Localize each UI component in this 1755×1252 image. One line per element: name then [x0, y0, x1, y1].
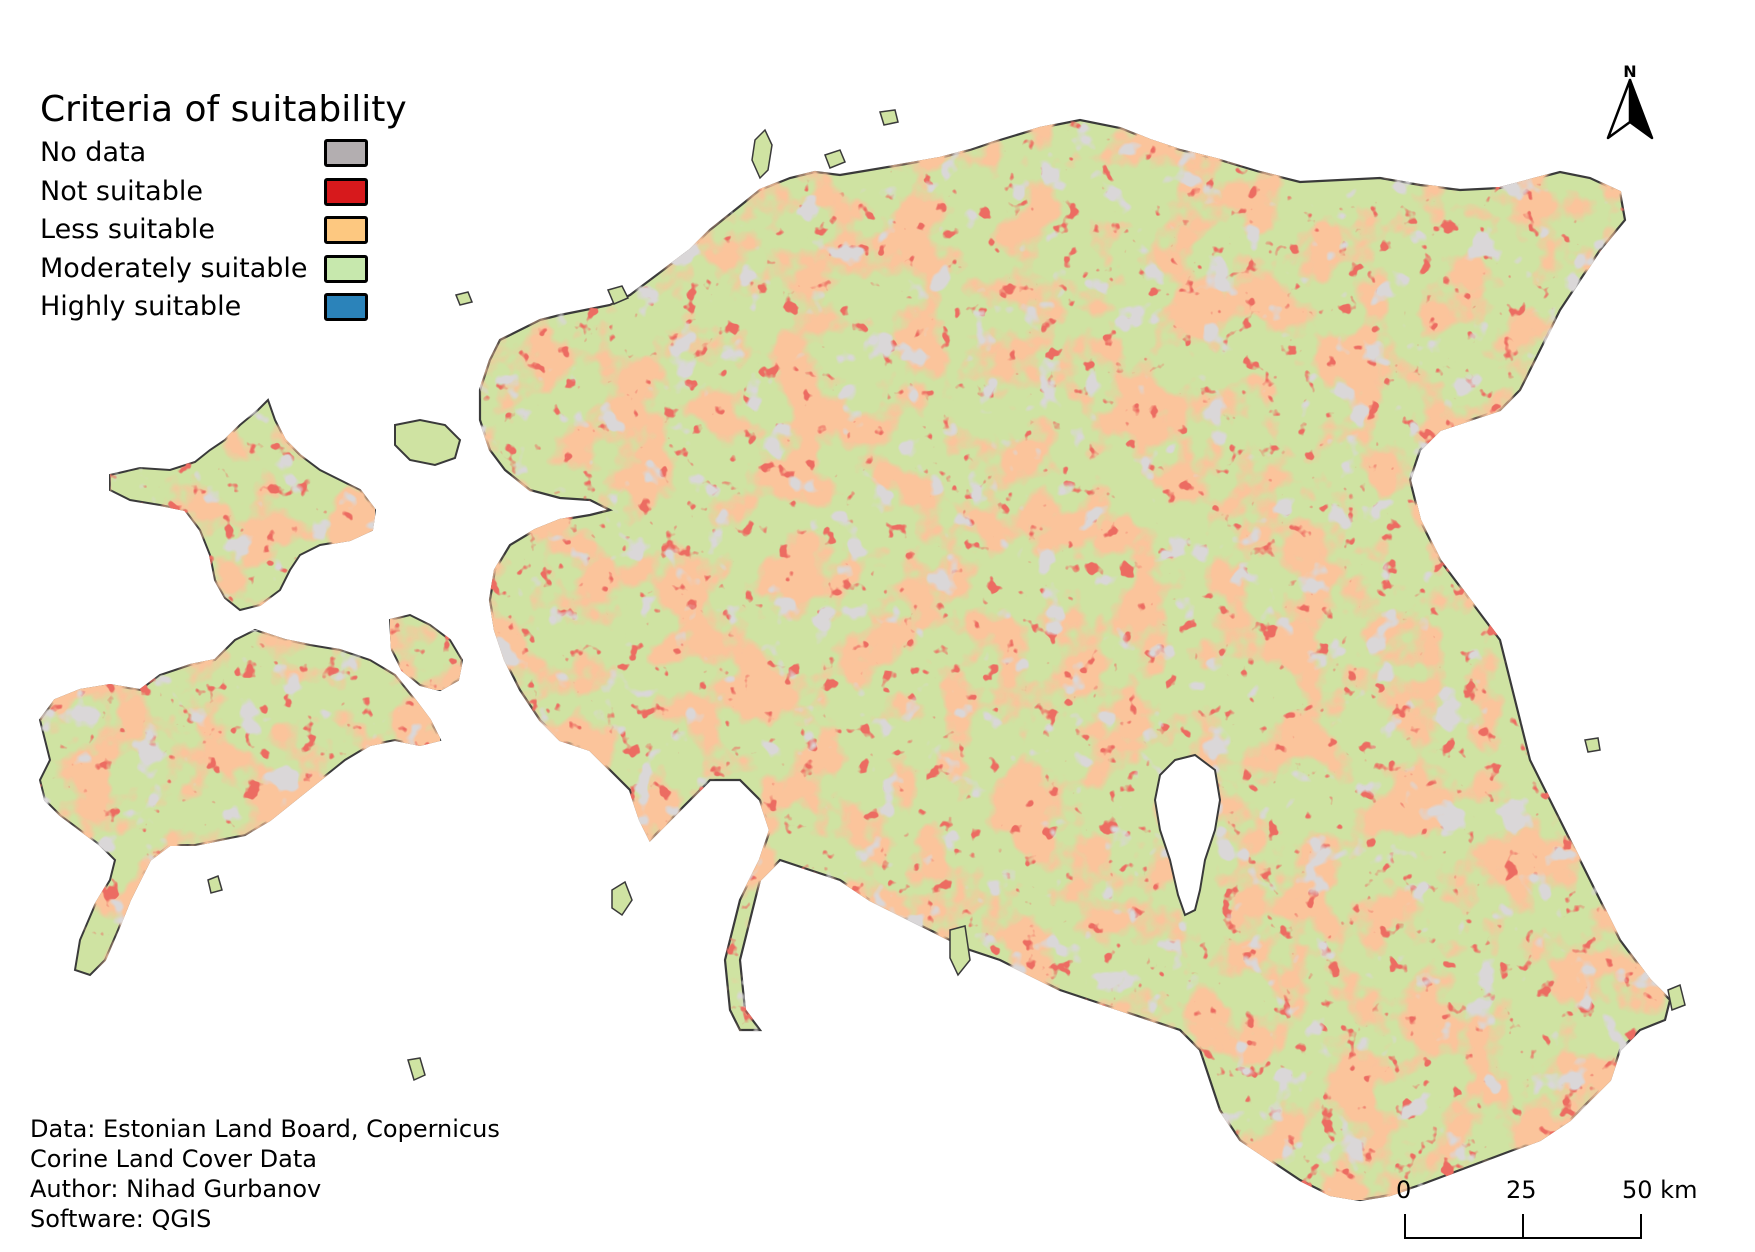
legend-label: No data: [40, 137, 147, 168]
scale-label-0: 0: [1396, 1176, 1412, 1204]
legend-swatch-less-suitable: [324, 216, 368, 244]
legend-label: Highly suitable: [40, 291, 242, 322]
hiiumaa-island: [109, 398, 377, 612]
credit-software: Software: QGIS: [30, 1205, 212, 1233]
north-arrow: N: [1600, 62, 1660, 142]
scale-label-25: 25: [1506, 1176, 1537, 1204]
credit-data-source: Data: Estonian Land Board, Copernicus: [30, 1115, 500, 1143]
map-credits: Data: Estonian Land Board, Copernicus Co…: [30, 1114, 500, 1234]
legend-label: Moderately suitable: [40, 252, 308, 284]
mainland: [478, 118, 1672, 1202]
legend-swatch-not-suitable: [324, 177, 368, 206]
legend: Criteria of suitability No data Not suit…: [40, 88, 407, 327]
legend-title: Criteria of suitability: [40, 89, 407, 130]
legend-label: Not suitable: [40, 175, 203, 207]
credit-data-source-2: Corine Land Cover Data: [30, 1145, 317, 1173]
legend-swatch-no-data: [324, 139, 368, 167]
legend-item-highly-suitable: Highly suitable: [40, 288, 380, 327]
muhu-island: [388, 613, 464, 692]
legend-item-moderately-suitable: Moderately suitable: [40, 250, 380, 289]
legend-item-no-data: No data: [40, 134, 380, 173]
scale-bar-lines: [1404, 1214, 1642, 1239]
scale-label-50: 50 km: [1622, 1176, 1698, 1204]
vormsi-island: [394, 418, 462, 467]
legend-item-less-suitable: Less suitable: [40, 211, 380, 250]
lake-vortsjarv: [1153, 753, 1222, 917]
small-islets: [207, 109, 1686, 1082]
legend-item-not-suitable: Not suitable: [40, 173, 380, 212]
credit-author: Author: Nihad Gurbanov: [30, 1175, 322, 1203]
north-letter: N: [1623, 62, 1637, 81]
saaremaa-island: [38, 628, 442, 977]
legend-swatch-highly-suitable: [324, 293, 368, 321]
legend-label: Less suitable: [40, 214, 215, 245]
north-arrow-icon: [1606, 78, 1654, 140]
scale-bar: 0 25 50 km: [1390, 1176, 1697, 1246]
legend-swatch-moderately-suitable: [324, 254, 368, 283]
